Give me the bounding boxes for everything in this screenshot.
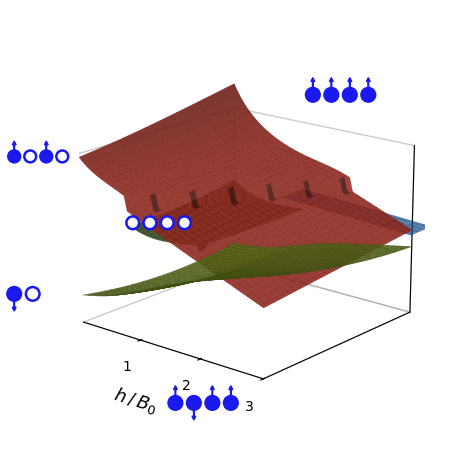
X-axis label: $h\,/\,B_0$: $h\,/\,B_0$: [111, 383, 160, 417]
